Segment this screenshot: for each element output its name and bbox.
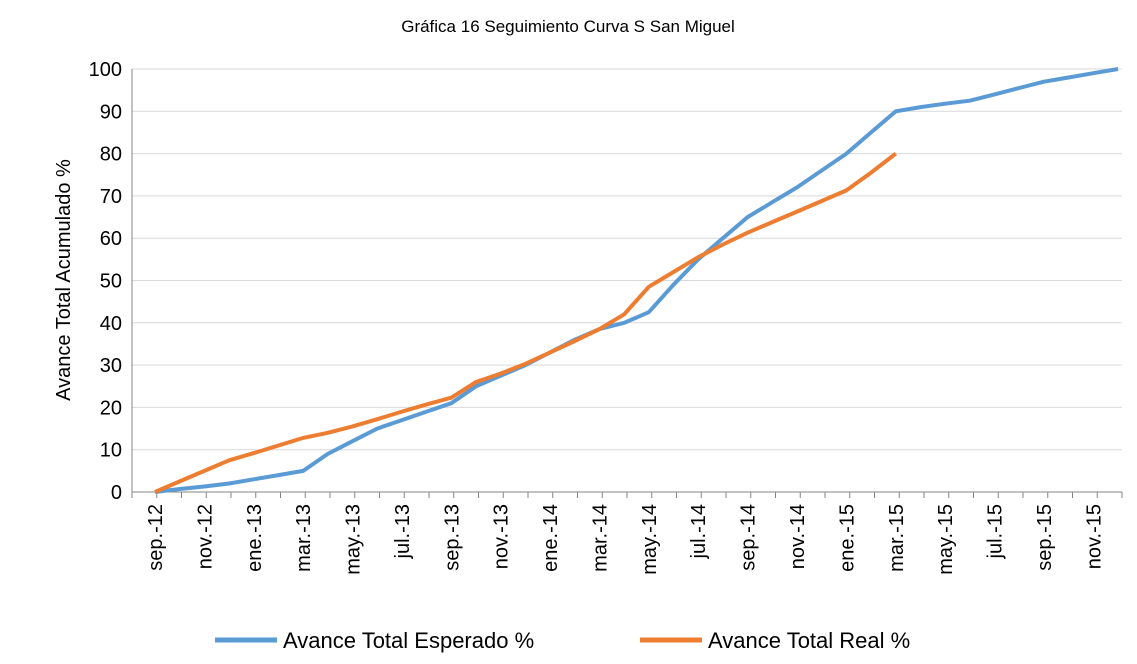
x-tick-label: sep.-13 — [441, 504, 463, 571]
x-tick-label: jul.-14 — [688, 504, 710, 559]
x-tick-label: mar.-15 — [886, 504, 908, 572]
y-axis-label: Avance Total Acumulado % — [53, 159, 75, 401]
x-tick-label: ene.-15 — [836, 504, 858, 572]
y-tick-label: 20 — [100, 397, 122, 419]
x-tick-label: ene.-14 — [540, 504, 562, 572]
x-tick-label: sep.-14 — [738, 504, 760, 571]
x-tick-label: ene.-13 — [244, 504, 266, 572]
x-tick-label: may.-15 — [935, 504, 957, 575]
x-tick-label: may.-13 — [343, 504, 365, 575]
x-tick-label: mar.-13 — [293, 504, 315, 572]
y-tick-label: 40 — [100, 313, 122, 335]
chart-title: Gráfica 16 Seguimiento Curva S San Migue… — [401, 17, 735, 36]
x-tick-label: nov.-15 — [1083, 504, 1105, 569]
legend-label: Avance Total Real % — [708, 628, 910, 653]
x-tick-label: jul.-13 — [392, 504, 414, 559]
y-tick-label: 100 — [89, 59, 122, 81]
x-tick-label: jul.-15 — [985, 504, 1007, 559]
x-tick-label: may.-14 — [639, 504, 661, 575]
y-tick-label: 60 — [100, 228, 122, 250]
y-tick-label: 30 — [100, 355, 122, 377]
x-tick-label: nov.-14 — [787, 504, 809, 569]
y-tick-label: 10 — [100, 440, 122, 462]
x-tick-label: nov.-13 — [491, 504, 513, 569]
x-tick-label: mar.-14 — [589, 504, 611, 572]
y-tick-label: 50 — [100, 271, 122, 293]
x-tick-label: nov.-12 — [194, 504, 216, 569]
series-line — [154, 152, 898, 494]
y-tick-label: 0 — [111, 482, 122, 504]
y-tick-label: 70 — [100, 186, 122, 208]
x-tick-label: sep.-15 — [1034, 504, 1056, 571]
y-tick-label: 90 — [100, 101, 122, 123]
y-tick-label: 80 — [100, 144, 122, 166]
series-line — [154, 67, 1119, 494]
legend-label: Avance Total Esperado % — [283, 628, 534, 653]
x-tick-label: sep.-12 — [145, 504, 167, 571]
